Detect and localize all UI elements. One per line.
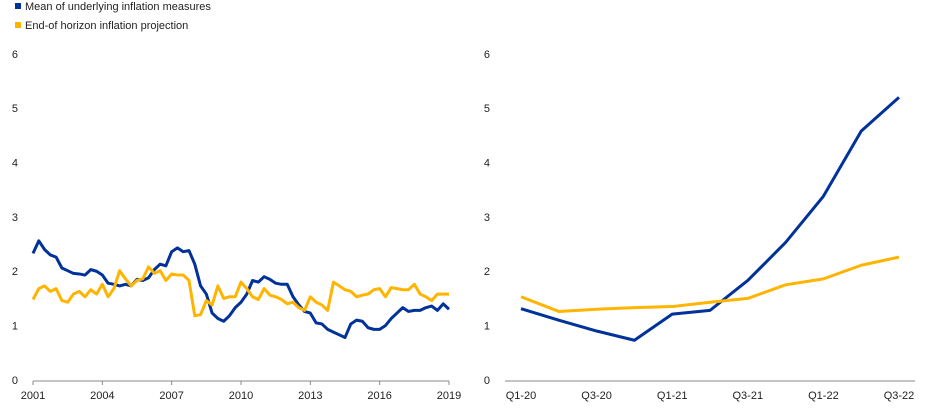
x-tick-label: 2007 bbox=[159, 390, 183, 402]
y-tick-label: 3 bbox=[12, 212, 18, 224]
series-line bbox=[520, 96, 900, 342]
x-tick-label: Q3-21 bbox=[733, 390, 764, 402]
x-tick-label: 2016 bbox=[367, 390, 391, 402]
x-tick-label: 2013 bbox=[298, 390, 322, 402]
legend-label: Mean of underlying inflation measures bbox=[25, 1, 211, 13]
y-tick-label: 4 bbox=[12, 158, 18, 170]
y-tick-label: 2 bbox=[12, 266, 18, 278]
x-tick-label: Q1-20 bbox=[506, 390, 537, 402]
y-tick-label: 5 bbox=[12, 103, 18, 115]
x-tick-label: 2010 bbox=[229, 390, 253, 402]
x-tick-label: Q3-22 bbox=[884, 390, 915, 402]
x-tick-label: 2004 bbox=[90, 390, 114, 402]
legend-label: End-of horizon inflation projection bbox=[25, 20, 188, 32]
y-tick-label: 6 bbox=[484, 49, 490, 61]
series-line bbox=[520, 255, 900, 313]
y-tick-label: 5 bbox=[484, 103, 490, 115]
legend-swatch bbox=[15, 22, 21, 28]
y-tick-label: 1 bbox=[12, 321, 18, 333]
y-tick-label: 0 bbox=[484, 375, 490, 387]
y-tick-label: 3 bbox=[484, 212, 490, 224]
y-tick-label: 6 bbox=[12, 49, 18, 61]
x-tick-label: Q1-22 bbox=[808, 390, 839, 402]
series-line bbox=[31, 239, 451, 340]
x-tick-label: 2019 bbox=[437, 390, 461, 402]
y-tick-label: 2 bbox=[484, 266, 490, 278]
y-tick-label: 0 bbox=[12, 375, 18, 387]
x-tick-label: Q3-20 bbox=[581, 390, 612, 402]
x-tick-label: Q1-21 bbox=[657, 390, 688, 402]
series-line bbox=[31, 265, 449, 318]
x-tick-label: 2001 bbox=[21, 390, 45, 402]
y-tick-label: 4 bbox=[484, 158, 490, 170]
y-tick-label: 1 bbox=[484, 321, 490, 333]
legend-swatch bbox=[15, 3, 21, 9]
